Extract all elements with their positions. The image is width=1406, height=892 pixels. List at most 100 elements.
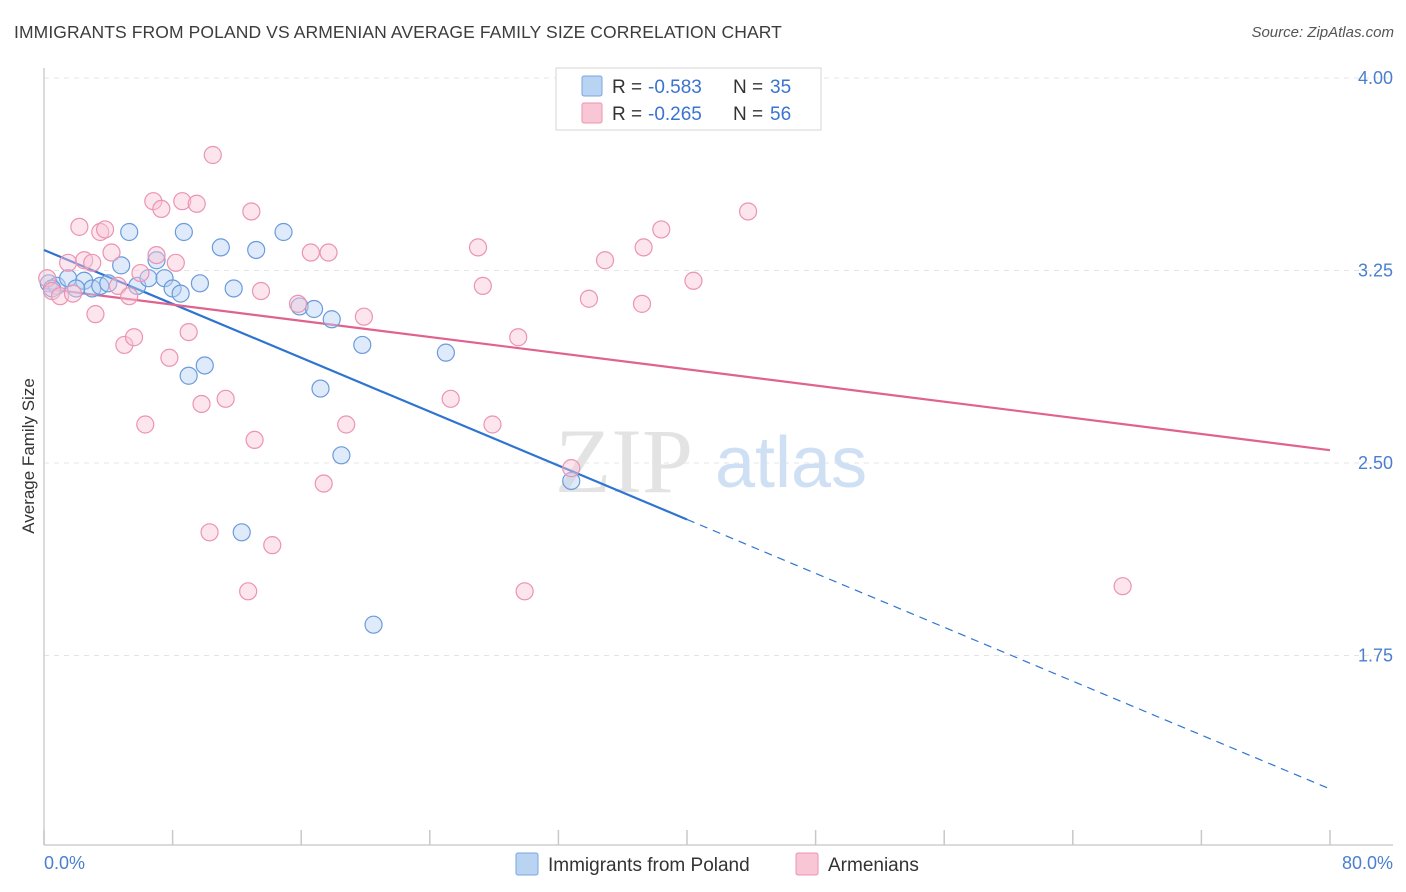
data-point [247,240,266,260]
data-point [251,281,271,301]
data-point [95,220,115,239]
data-point [364,615,383,634]
data-point [173,192,192,211]
data-point [187,194,206,213]
y-tick-label: 3.25 [1358,261,1393,281]
data-point [473,276,492,295]
data-point [738,202,758,221]
data-point [179,366,198,385]
legend-n-value-armenians: 56 [770,104,791,125]
legend-n-label-poland: N = [733,77,763,98]
data-point [301,243,320,262]
legend-swatch-armenians [581,102,603,124]
series-legend-swatch-poland [515,852,539,876]
series-legend-label-armenians: Armenians [828,855,919,876]
data-point [274,222,293,242]
data-point [211,238,230,257]
data-point [314,474,333,493]
data-point [67,279,86,298]
data-point [171,284,190,303]
y-axis-title: Average Family Size [19,378,38,534]
source-label: Source: ZipAtlas.com [1251,24,1394,41]
data-point [152,199,171,218]
x-tick-label-min: 0.0% [44,853,85,873]
x-ticks [43,830,1331,845]
data-point [595,251,615,270]
data-point [562,471,581,491]
data-point [174,222,193,242]
data-point [63,284,83,303]
data-point [562,459,581,478]
data-point [200,523,219,542]
data-point [59,253,78,272]
data-point [115,335,134,355]
y-tick-labels: 4.00 3.25 2.50 1.75 [1358,68,1393,666]
legend-n-label-armenians: N = [733,104,763,125]
data-point [483,415,502,434]
series-poland-points [39,222,581,634]
data-point [131,263,150,283]
data-point [515,582,534,601]
data-point [102,243,121,262]
data-point [288,294,308,313]
data-point [124,328,144,347]
data-point [353,335,372,355]
data-point [632,294,652,313]
legend-r-value-poland: -0.583 [648,77,702,98]
data-point [179,323,198,342]
data-point [436,343,455,362]
data-point [245,430,264,449]
data-point [86,305,105,324]
watermark-zip: ZIP [555,410,693,512]
data-point [91,222,110,242]
data-point [319,243,338,262]
series-legend-label-poland: Immigrants from Poland [548,855,750,876]
series-legend-swatch-armenians [795,852,819,876]
trend-line [43,287,1331,452]
legend-swatch-poland [581,75,603,97]
data-point [195,356,214,375]
legend-r-label-armenians: R = [612,104,642,125]
chart-title: IMMIGRANTS FROM POLAND VS ARMENIAN AVERA… [14,22,782,42]
data-point [322,310,341,329]
data-point [232,523,251,542]
watermark-atlas: atlas [715,423,867,503]
legend-r-value-armenians: -0.265 [648,104,702,125]
data-point [579,289,599,308]
data-point [354,307,373,326]
data-point [147,246,166,265]
data-point [160,348,179,367]
data-point [684,271,703,290]
axes [43,68,1393,846]
data-point [242,202,261,221]
data-point [263,536,282,555]
data-point [311,379,330,398]
data-point [83,253,102,272]
data-point [509,328,528,347]
data-point [120,287,139,306]
series-armenians-points [38,145,1132,601]
y-tick-label: 1.75 [1358,646,1393,666]
data-point [224,279,243,298]
data-point [70,217,89,236]
trend-lines [43,248,1331,790]
data-point [120,222,139,242]
trend-line-extension [686,518,1331,790]
data-point [166,253,185,272]
data-point [190,274,210,293]
data-point [634,238,653,257]
data-point [1113,577,1132,596]
data-point [136,415,155,434]
data-point [337,415,356,434]
data-point [441,389,460,408]
correlation-legend: R = -0.583 N = 35 R = -0.265 N = 56 [555,67,822,131]
data-point [112,256,131,275]
data-point [468,238,488,257]
legend-n-value-poland: 35 [770,77,791,98]
y-tick-label: 2.50 [1358,453,1393,473]
x-tick-label-max: 80.0% [1342,853,1393,873]
series-legend: Immigrants from Poland Armenians [515,852,919,876]
data-point [203,145,222,165]
data-point [332,446,351,465]
